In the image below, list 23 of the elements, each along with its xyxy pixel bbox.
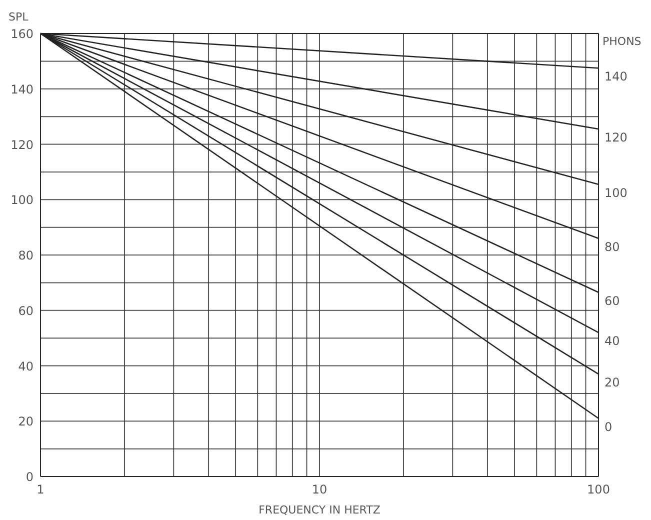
series-label: 40 bbox=[604, 334, 620, 348]
y-tick-label: 20 bbox=[18, 414, 34, 429]
series-label: 80 bbox=[604, 240, 620, 254]
y-tick-label: 140 bbox=[10, 82, 34, 96]
series-label: 100 bbox=[604, 186, 628, 200]
series-label: 120 bbox=[604, 130, 628, 145]
text: PHONS bbox=[602, 35, 642, 48]
y-tick-label: 160 bbox=[10, 27, 34, 41]
y-axis-title: SPL bbox=[8, 10, 30, 24]
x-tick-label: 10 bbox=[312, 482, 328, 496]
series-label: 60 bbox=[604, 294, 620, 308]
series-label: 20 bbox=[604, 376, 620, 390]
x-tick-label: 1 bbox=[36, 482, 44, 496]
y-tick-label: 120 bbox=[10, 138, 34, 152]
y-tick-label: 100 bbox=[10, 193, 34, 208]
y-tick-label: 60 bbox=[18, 304, 34, 318]
x-axis-title: FREQUENCY IN HERTZ bbox=[258, 504, 381, 516]
series-label: 0 bbox=[604, 420, 612, 434]
y-tick-label: 80 bbox=[18, 248, 34, 262]
y-tick-label: 0 bbox=[26, 470, 34, 484]
x-tick-label: 100 bbox=[587, 482, 610, 496]
y-tick-label: 40 bbox=[18, 359, 34, 374]
series-label: 140 bbox=[604, 70, 628, 84]
